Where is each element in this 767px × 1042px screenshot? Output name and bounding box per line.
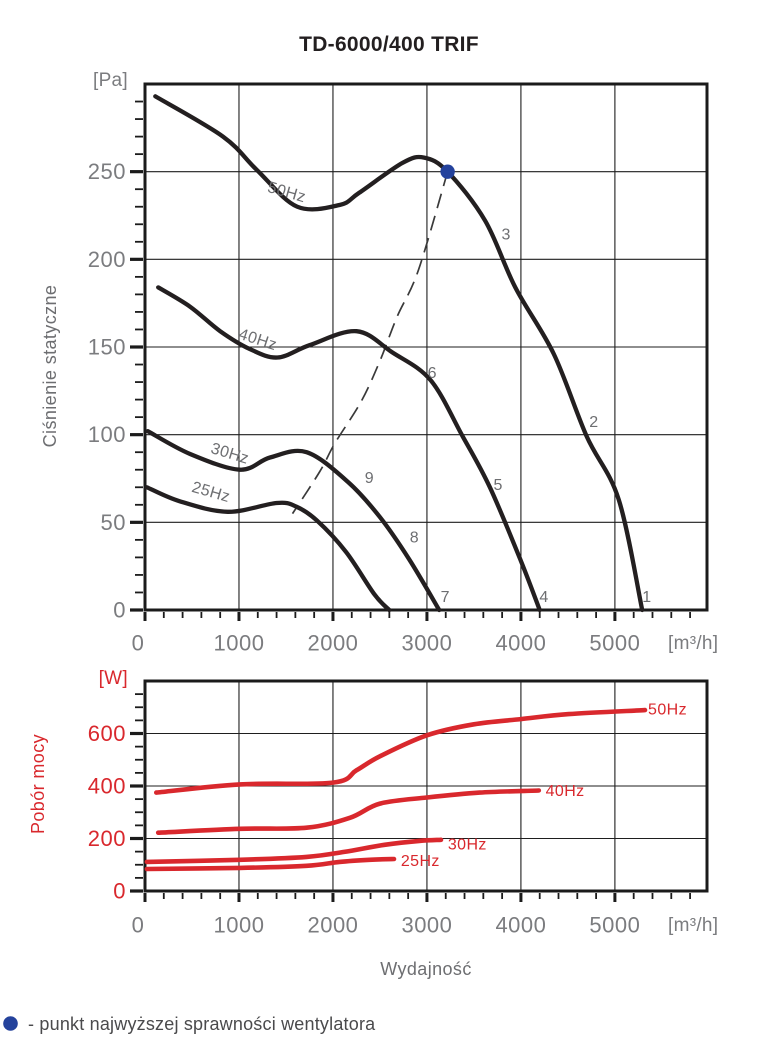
axis-ticks	[130, 100, 691, 621]
curve-label-25hz: 25Hz	[190, 479, 232, 506]
curve-50hz	[154, 707, 648, 795]
curve-label-5: 5	[494, 477, 503, 494]
y-tick-label: 600	[88, 721, 126, 746]
curve-25hz	[144, 856, 397, 872]
flow-axis-title: Wydajność	[380, 959, 471, 979]
efficiency-point-marker	[440, 164, 455, 179]
curve-label-1: 1	[642, 589, 651, 606]
curve-label-30hz: 30Hz	[448, 836, 487, 853]
grid-lines	[145, 84, 707, 610]
axis-ticks	[130, 693, 691, 902]
curve-40hz	[155, 788, 542, 835]
curve-25hz	[144, 485, 392, 613]
x-tick-label: 4000	[495, 631, 546, 656]
curve-label-40hz: 40Hz	[237, 326, 279, 354]
efficiency-legend-text: - punkt najwyższej sprawności wentylator…	[28, 1014, 376, 1034]
curve-label-25hz: 25Hz	[401, 853, 440, 870]
curve-40hz	[156, 285, 542, 613]
power-axis-title: Pobór mocy	[28, 734, 48, 834]
flow-unit-label-bottom: [m³/h]	[668, 915, 718, 936]
x-tick-label: 2000	[307, 913, 358, 938]
power-unit-label: [W]	[99, 668, 128, 689]
y-tick-label: 150	[88, 335, 126, 360]
y-tick-label: 0	[113, 879, 126, 904]
y-tick-label: 50	[101, 510, 126, 535]
page-title: TD-6000/400 TRIF	[299, 33, 479, 56]
x-tick-label: 2000	[307, 631, 358, 656]
x-tick-label: 1000	[214, 913, 265, 938]
tick-labels: 0 1000 2000 3000 4000 5000 0 50 100 150 200 250	[88, 159, 640, 656]
tick-labels: 0 1000 2000 3000 4000 5000 0 200 400 600	[88, 721, 640, 938]
curve-label-6: 6	[428, 365, 437, 382]
x-tick-label: 0	[132, 631, 145, 656]
y-tick-label: 400	[88, 774, 126, 799]
curve-50hz	[153, 94, 645, 613]
pressure-chart: 0 1000 2000 3000 4000 500005010015020025050Hz…	[88, 82, 709, 656]
y-tick-label: 0	[113, 598, 126, 623]
x-tick-label: 3000	[401, 631, 452, 656]
x-tick-label: 4000	[495, 913, 546, 938]
curve-30hz	[144, 837, 444, 865]
plot-frame	[143, 679, 709, 893]
power-chart: 0 1000 2000 3000 4000 5000 0 200 400 600 50Hz 40Hz 3…	[88, 679, 709, 938]
y-tick-label: 200	[88, 826, 126, 851]
curve-label-7: 7	[441, 589, 450, 606]
x-tick-label: 3000	[401, 913, 452, 938]
curve-label-40hz: 40Hz	[546, 783, 585, 800]
plot-frame	[143, 82, 709, 612]
curve-label-3: 3	[502, 226, 511, 243]
pressure-axis-title: Ciśnienie statyczne	[40, 285, 60, 448]
flow-unit-label-top: [m³/h]	[668, 633, 718, 654]
y-tick-label: 200	[88, 247, 126, 272]
x-tick-label: 1000	[214, 631, 265, 656]
curve-label-9: 9	[365, 470, 374, 487]
efficiency-dashed-line	[291, 171, 449, 515]
x-tick-label: 5000	[589, 913, 640, 938]
pressure-unit-label: [Pa]	[93, 70, 128, 91]
y-tick-label: 250	[88, 159, 126, 184]
curve-30hz	[145, 429, 442, 613]
efficiency-point-legend-icon	[3, 1016, 18, 1031]
curve-label-2: 2	[589, 414, 598, 431]
x-tick-label: 0	[132, 913, 145, 938]
curve-label-8: 8	[410, 530, 419, 547]
curve-label-50hz: 50Hz	[648, 702, 687, 719]
x-tick-label: 5000	[589, 631, 640, 656]
curve-label-4: 4	[539, 589, 548, 606]
y-tick-label: 100	[88, 422, 126, 447]
